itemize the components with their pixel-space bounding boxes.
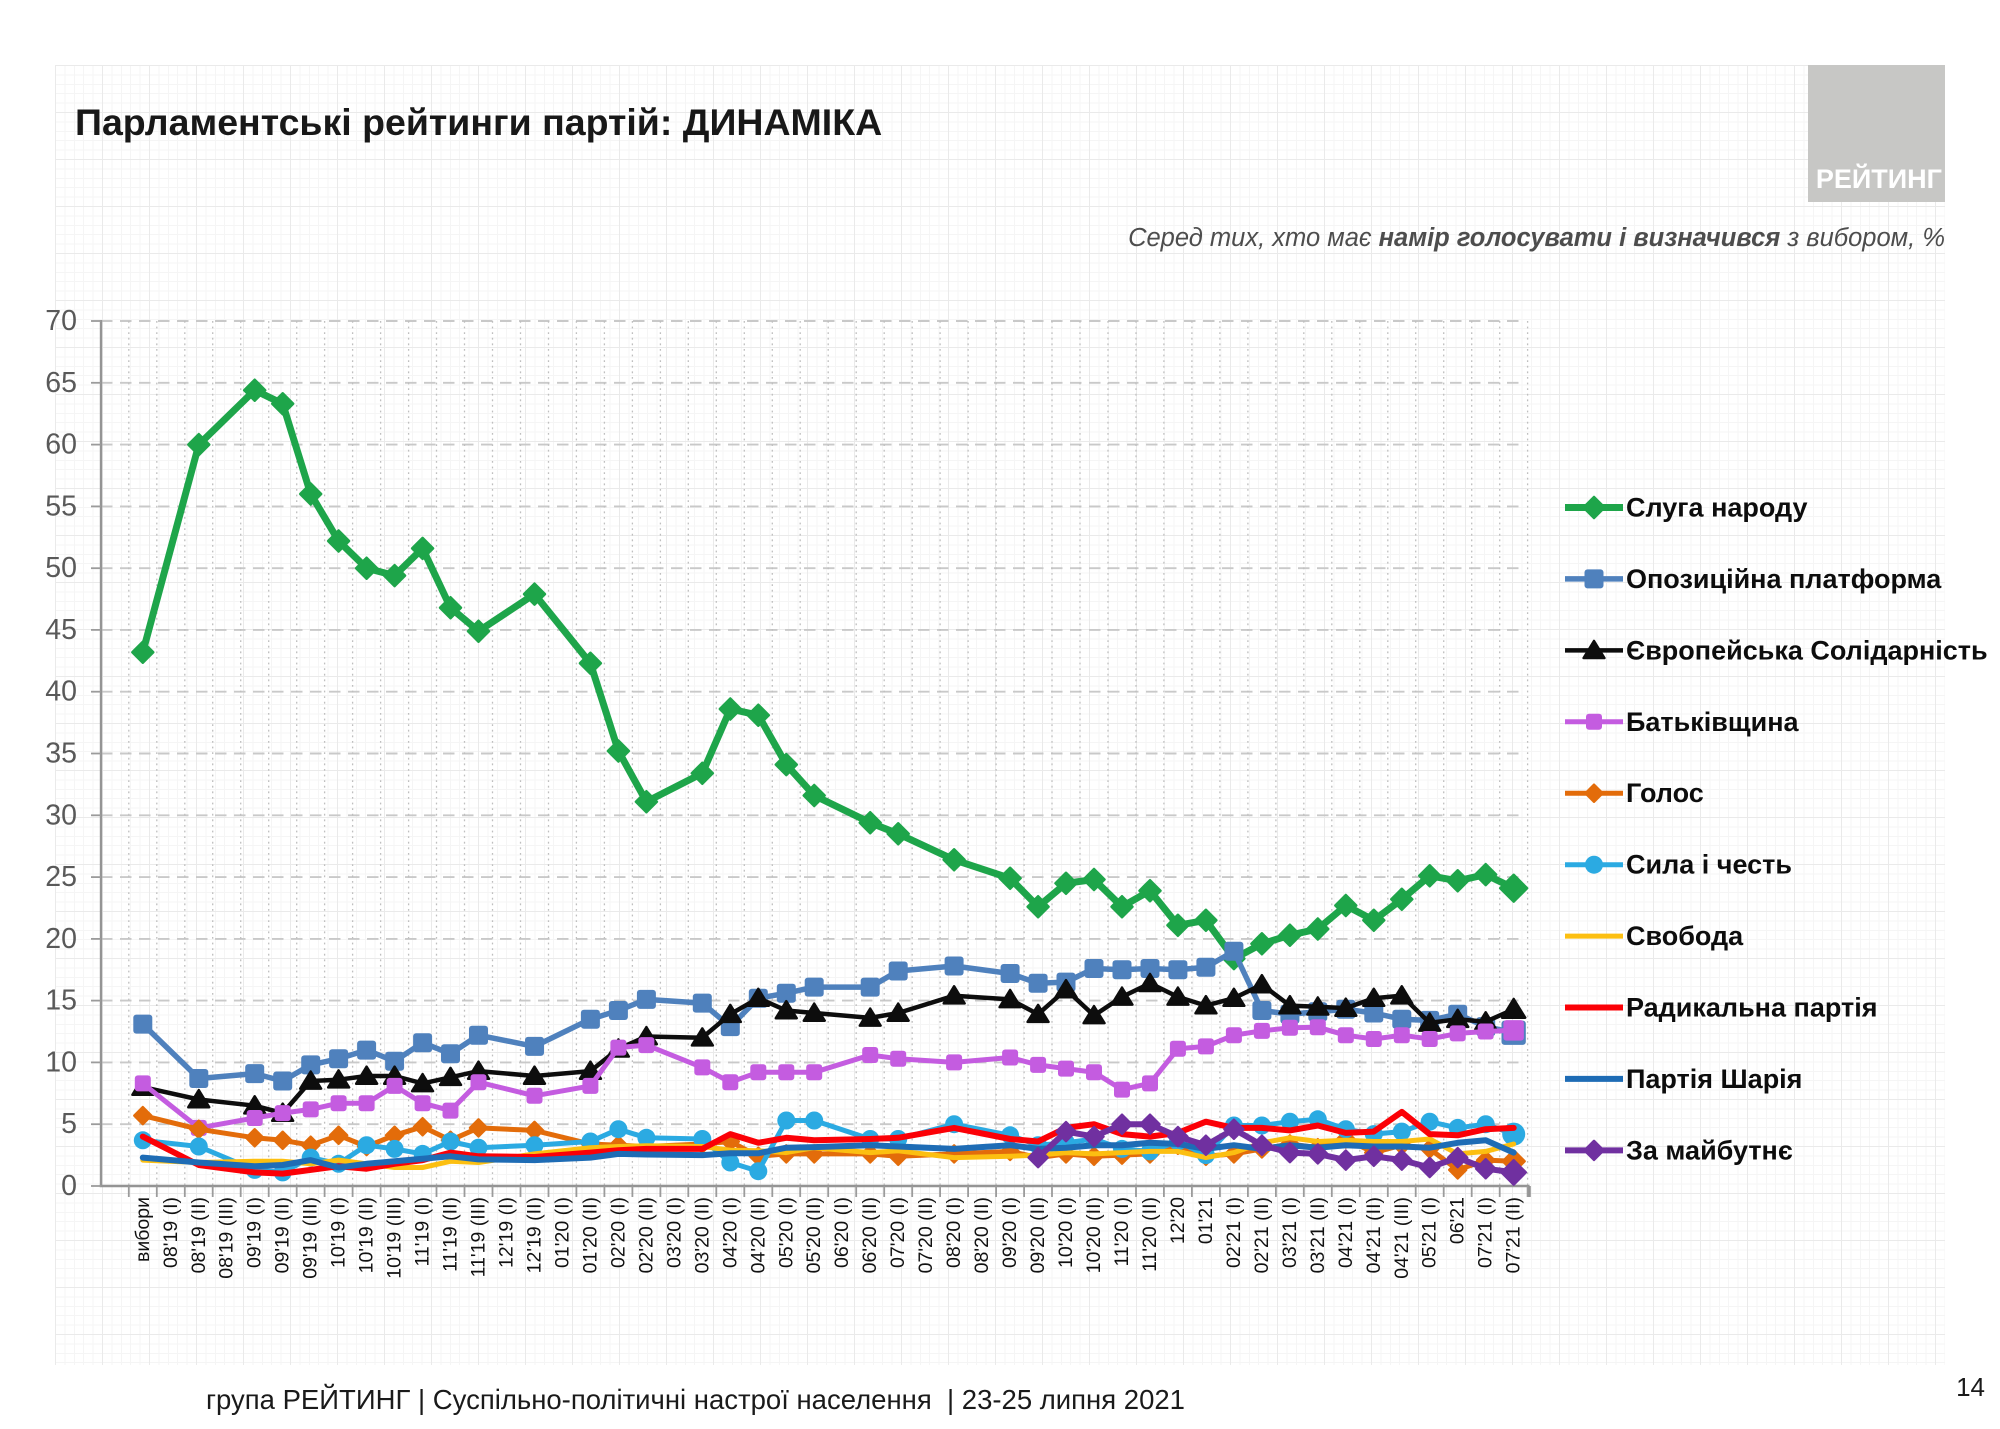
svg-text:09'19 (I): 09'19 (I): [244, 1197, 266, 1268]
svg-text:10'20 (I): 10'20 (I): [1055, 1197, 1077, 1268]
svg-text:08'20 (II): 08'20 (II): [971, 1197, 993, 1273]
svg-text:65: 65: [45, 367, 77, 399]
svg-text:11'19 (II): 11'19 (II): [440, 1197, 462, 1272]
svg-text:05'20 (II): 05'20 (II): [803, 1197, 825, 1273]
svg-text:01'20 (I): 01'20 (I): [552, 1197, 574, 1268]
svg-text:45: 45: [45, 614, 77, 646]
svg-text:03'20 (I): 03'20 (I): [663, 1197, 685, 1268]
svg-text:02'20 (II): 02'20 (II): [635, 1197, 657, 1273]
svg-text:06'20 (II): 06'20 (II): [859, 1197, 881, 1273]
svg-text:15: 15: [45, 985, 77, 1017]
svg-text:09'19 (II): 09'19 (II): [272, 1197, 294, 1273]
svg-text:60: 60: [45, 429, 77, 461]
svg-text:05'21 (I): 05'21 (I): [1419, 1197, 1441, 1268]
svg-text:11'19 (III): 11'19 (III): [468, 1197, 490, 1277]
svg-text:5: 5: [61, 1108, 77, 1140]
svg-text:06'21: 06'21: [1447, 1197, 1469, 1244]
svg-text:50: 50: [45, 552, 77, 584]
svg-text:10'20 (II): 10'20 (II): [1083, 1197, 1105, 1273]
svg-text:04'21 (I): 04'21 (I): [1335, 1197, 1357, 1268]
svg-text:25: 25: [45, 861, 77, 893]
svg-text:08'20 (I): 08'20 (I): [943, 1197, 965, 1268]
svg-text:10'19 (II): 10'19 (II): [356, 1197, 378, 1273]
svg-text:Свобода: Свобода: [1626, 921, 1744, 951]
svg-text:02'21 (II): 02'21 (II): [1251, 1197, 1273, 1273]
svg-text:Європейська Солідарність: Європейська Солідарність: [1626, 635, 1988, 665]
svg-text:Сила і честь: Сила і честь: [1626, 850, 1792, 880]
svg-text:09'20 (I): 09'20 (I): [999, 1197, 1021, 1268]
svg-text:10'19 (I): 10'19 (I): [328, 1197, 350, 1268]
svg-text:04'21 (III): 04'21 (III): [1391, 1197, 1413, 1279]
svg-text:12'19 (II): 12'19 (II): [524, 1197, 546, 1273]
svg-text:01'21: 01'21: [1195, 1197, 1217, 1244]
svg-text:01'20 (II): 01'20 (II): [579, 1197, 601, 1273]
svg-text:вибори: вибори: [132, 1197, 154, 1262]
svg-text:20: 20: [45, 923, 77, 955]
svg-text:35: 35: [45, 738, 77, 770]
svg-text:Слуга народу: Слуга народу: [1626, 493, 1808, 523]
svg-text:30: 30: [45, 799, 77, 831]
svg-text:11'20 (II): 11'20 (II): [1139, 1197, 1161, 1272]
svg-text:04'21 (II): 04'21 (II): [1363, 1197, 1385, 1273]
svg-text:Голос: Голос: [1626, 778, 1704, 808]
svg-text:Опозиційна платформа: Опозиційна платформа: [1626, 564, 1942, 594]
svg-text:11'20 (I): 11'20 (I): [1111, 1197, 1133, 1266]
svg-text:04'20 (I): 04'20 (I): [719, 1197, 741, 1268]
svg-text:За майбутнє: За майбутнє: [1626, 1135, 1793, 1165]
svg-text:02'20 (I): 02'20 (I): [607, 1197, 629, 1268]
svg-text:09'19 (III): 09'19 (III): [300, 1197, 322, 1279]
svg-text:10: 10: [45, 1046, 77, 1078]
svg-text:02'21 (I): 02'21 (I): [1223, 1197, 1245, 1268]
svg-text:05'20 (I): 05'20 (I): [775, 1197, 797, 1268]
svg-text:08'19 (I): 08'19 (I): [160, 1197, 182, 1268]
svg-text:Партія Шарія: Партія Шарія: [1626, 1064, 1802, 1094]
svg-text:06'20 (I): 06'20 (I): [831, 1197, 853, 1268]
svg-text:Радикальна партія: Радикальна партія: [1626, 993, 1877, 1023]
svg-text:70: 70: [45, 305, 77, 337]
svg-text:11'19 (I): 11'19 (I): [412, 1197, 434, 1266]
svg-text:07'21 (I): 07'21 (I): [1475, 1197, 1497, 1268]
svg-text:03'21 (I): 03'21 (I): [1279, 1197, 1301, 1268]
svg-text:03'21 (II): 03'21 (II): [1307, 1197, 1329, 1273]
svg-text:03'20 (II): 03'20 (II): [691, 1197, 713, 1273]
svg-text:0: 0: [61, 1170, 77, 1202]
svg-text:10'19 (III): 10'19 (III): [384, 1197, 406, 1279]
svg-text:55: 55: [45, 490, 77, 522]
svg-text:07'20 (II): 07'20 (II): [915, 1197, 937, 1273]
svg-text:12'20: 12'20: [1167, 1197, 1189, 1244]
svg-text:07'21 (II): 07'21 (II): [1503, 1197, 1525, 1273]
svg-text:07'20 (I): 07'20 (I): [887, 1197, 909, 1268]
svg-text:12'19 (I): 12'19 (I): [496, 1197, 518, 1268]
svg-text:04'20 (II): 04'20 (II): [747, 1197, 769, 1273]
svg-text:08'19 (II): 08'19 (II): [188, 1197, 210, 1273]
svg-text:09'20 (II): 09'20 (II): [1027, 1197, 1049, 1273]
svg-text:08'19 (III): 08'19 (III): [216, 1197, 238, 1279]
svg-text:40: 40: [45, 676, 77, 708]
svg-text:Батьківщина: Батьківщина: [1626, 707, 1800, 737]
